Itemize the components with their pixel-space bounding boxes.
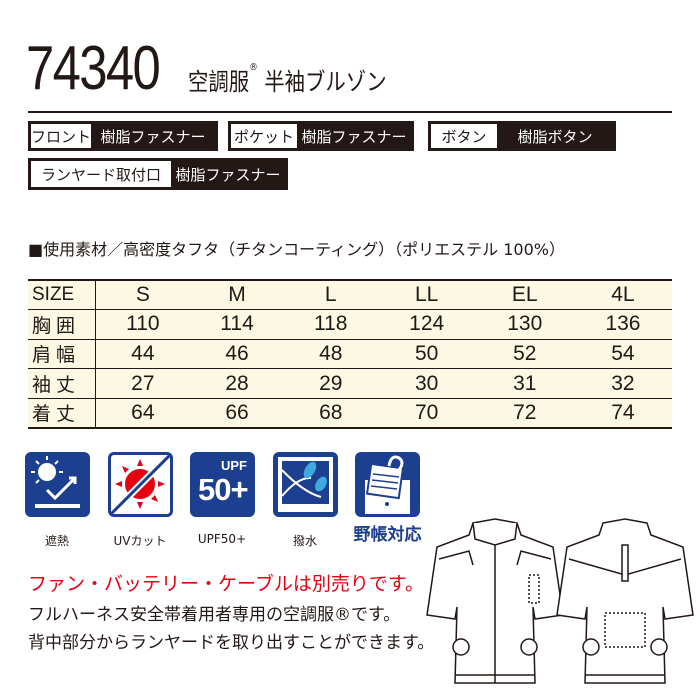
badge-button: ボタン 樹脂ボタン	[428, 121, 616, 151]
cell: 46	[190, 339, 284, 370]
cell: 31	[475, 368, 574, 399]
table-header-row: SIZE S M L LL EL 4L	[28, 280, 672, 311]
size-table: SIZE S M L LL EL 4L 胸囲 110 114 118 124 130 136…	[28, 279, 672, 429]
feature-label: 遮熱	[44, 534, 69, 548]
badge-front: フロント 樹脂ファスナー	[28, 121, 218, 151]
harness-note: フルハーネス安全帯着用者専用の空調服®です。	[28, 605, 401, 625]
water-repellent-icon	[273, 452, 338, 517]
cell: 32	[573, 368, 672, 399]
header-cell: 4L	[573, 280, 672, 311]
table-row: 肩幅 44 46 48 50 52 54	[28, 339, 672, 370]
feature-label-notebook: 野帳対応	[353, 525, 422, 545]
row-label: 袖丈	[28, 368, 96, 399]
badge-key: ポケット	[231, 124, 297, 148]
row-label: 肩幅	[28, 339, 96, 370]
upf-icon: UPF 50+	[190, 452, 255, 517]
row-label: 胸囲	[28, 309, 96, 340]
cell: 74	[611, 400, 635, 424]
lanyard-note: 背中部分からランヤードを取り出すことができます。	[28, 633, 435, 653]
header-cell: S	[95, 280, 191, 311]
cell: 28	[190, 368, 284, 399]
cell: 68	[319, 400, 343, 424]
cell: 50	[377, 339, 476, 370]
header-cell: M	[190, 280, 284, 311]
header-cell: L	[283, 280, 378, 311]
badge-key: フロント	[31, 124, 91, 148]
cell: 64	[131, 400, 155, 424]
cell: 29	[283, 368, 378, 399]
cell: 52	[475, 339, 574, 370]
registered-mark: ®	[249, 62, 258, 73]
cell: 136	[573, 309, 672, 340]
feature-label: UVカット	[113, 534, 167, 548]
table-row: 着丈 64 66 68 70 72 74	[28, 398, 672, 428]
upf-value: 50+	[198, 472, 249, 507]
feature-label: 撥水	[292, 534, 317, 548]
badge-key: ボタン	[431, 124, 497, 148]
cell: 124	[377, 309, 476, 340]
product-name: 空調服® 半袖ブルゾン	[188, 62, 387, 97]
badge-key: ランヤード取付口	[31, 161, 171, 187]
field-notebook-icon	[355, 452, 420, 517]
name-part: 空調服	[188, 68, 250, 96]
header-cell: SIZE	[28, 280, 96, 311]
jacket-front-illustration	[426, 518, 564, 684]
uv-cut-icon	[108, 452, 173, 517]
cell: 66	[225, 400, 249, 424]
cell: 48	[283, 339, 378, 370]
upf-text: UPF	[221, 458, 247, 473]
table-row: 袖丈 27 28 29 30 31 32	[28, 368, 672, 399]
cell: 118	[283, 309, 378, 340]
header-cell: LL	[377, 280, 476, 311]
badge-lanyard: ランヤード取付口 樹脂ファスナー	[28, 158, 288, 190]
feature-label: UPF50+	[197, 532, 247, 546]
jacket-back-illustration	[556, 518, 694, 684]
table-row: 胸囲 110 114 118 124 130 136	[28, 309, 672, 340]
badge-value: 樹脂ファスナー	[301, 127, 407, 146]
cell: 72	[513, 400, 537, 424]
badge-pocket: ポケット 樹脂ファスナー	[228, 121, 414, 151]
badge-value: 樹脂ファスナー	[175, 165, 281, 184]
header-cell: EL	[475, 280, 574, 311]
cell: 30	[377, 368, 476, 399]
divider	[28, 111, 672, 113]
badge-value: 樹脂ボタン	[517, 127, 593, 146]
material-text: ■使用素材／高密度タフタ（チタンコーティング）（ポリエステル 100%）	[28, 240, 565, 259]
cell: 54	[573, 339, 672, 370]
heat-shield-icon	[25, 452, 90, 517]
cell: 130	[475, 309, 574, 340]
product-code: 74340	[26, 34, 161, 103]
badge-value: 樹脂ファスナー	[100, 127, 206, 146]
row-label: 着丈	[28, 398, 96, 428]
cell: 114	[190, 309, 284, 340]
cell: 27	[95, 368, 191, 399]
sold-separately-note: ファン・バッテリー・ケーブルは別売りです。	[28, 573, 424, 595]
cell: 44	[95, 339, 191, 370]
cell: 110	[95, 309, 191, 340]
cell: 70	[414, 400, 439, 424]
name-part2: 半袖ブルゾン	[264, 68, 387, 96]
